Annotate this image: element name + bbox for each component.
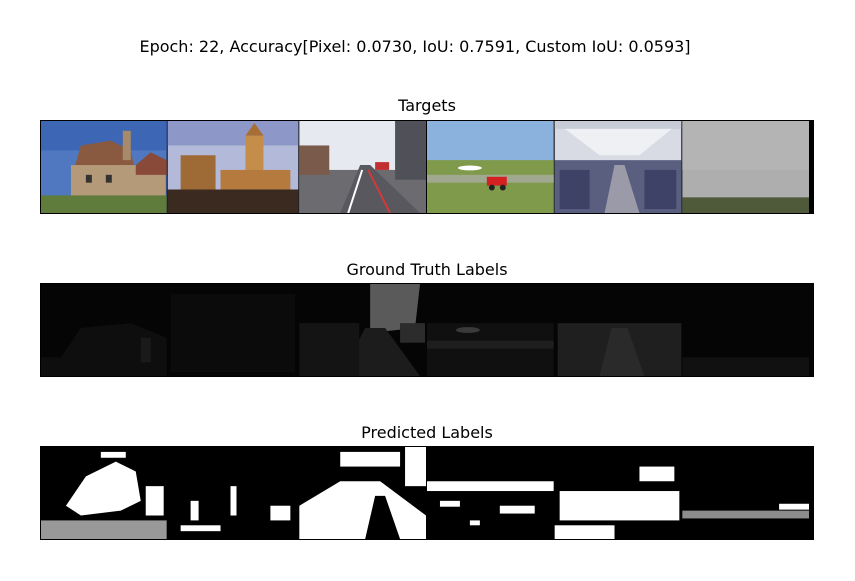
figure-suptitle: Epoch: 22, Accuracy[Pixel: 0.0730, IoU: … <box>139 37 691 56</box>
pred-mask-church-tower <box>180 486 291 532</box>
gt-mask-brick-house <box>41 323 167 376</box>
gt-mask-city-street <box>299 284 426 376</box>
target-image-airplane-cabin <box>554 121 682 213</box>
predicted-image-strip <box>40 446 814 540</box>
targets-image-strip <box>40 120 814 214</box>
gt-mask-church-tower <box>170 293 296 373</box>
pred-mask-brick-house <box>41 451 167 539</box>
target-image-church-tower <box>167 121 299 213</box>
target-image-brick-house <box>41 121 167 213</box>
gt-mask-foggy-field <box>682 357 810 376</box>
gt-mask-airfield-tractor <box>427 323 554 376</box>
gt-mask-airplane-cabin <box>557 323 682 376</box>
pred-mask-airfield-tractor <box>427 481 554 526</box>
pred-mask-city-street <box>299 447 427 539</box>
pred-mask-airplane-cabin <box>554 466 680 539</box>
pred-mask-foggy-field <box>682 503 810 519</box>
ground-truth-title: Ground Truth Labels <box>346 260 508 279</box>
target-image-city-street <box>299 121 427 213</box>
target-image-airfield-tractor <box>427 121 554 213</box>
predicted-title: Predicted Labels <box>361 423 493 442</box>
target-image-foggy-field <box>682 121 813 213</box>
ground-truth-image-strip <box>40 283 814 377</box>
targets-title: Targets <box>398 96 456 115</box>
